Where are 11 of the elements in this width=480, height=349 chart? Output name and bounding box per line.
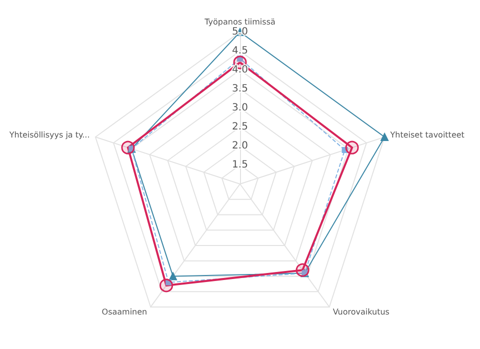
spoke-label: Osaaminen (102, 307, 148, 316)
y-tick-label: 2.5 (232, 122, 248, 132)
y-tick-label: 2.0 (232, 140, 248, 152)
spoke-label: Yhteiset tavoitteet (389, 130, 464, 140)
y-tick-label: 3.0 (232, 102, 248, 114)
y-tick-label: 1.5 (232, 160, 248, 170)
y-tick-label: 3.5 (232, 84, 248, 94)
spoke-label: Työpanos tiimissä (204, 18, 276, 26)
spoke-label: Vuorovaikutus (332, 307, 390, 316)
spoke-label: Yhteisöllisyys ja ty... (8, 130, 90, 140)
y-tick-label: 4.5 (232, 46, 248, 56)
